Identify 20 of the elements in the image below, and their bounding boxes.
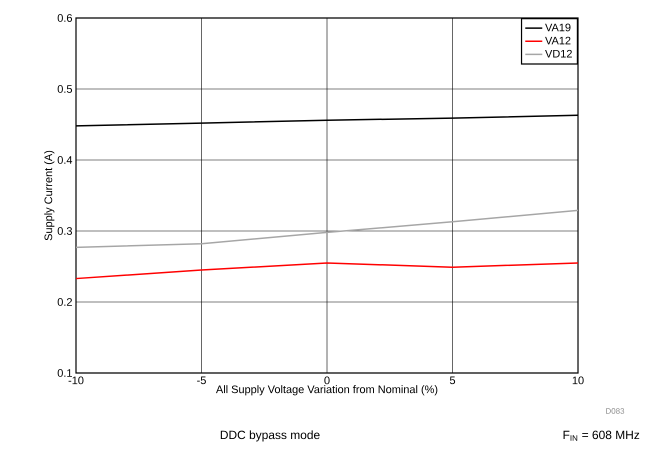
x-axis-title: All Supply Voltage Variation from Nominal (%) <box>216 385 438 396</box>
x-tick-label: -5 <box>197 376 206 384</box>
legend-label: VD12 <box>545 50 572 58</box>
text: F$_{IN}$ = 608 MHz <box>564 430 640 441</box>
y-tick-label: 0.3 <box>58 227 72 235</box>
y-tick-label: 0.2 <box>58 298 72 306</box>
legend-label: VA19 <box>545 24 570 32</box>
legend-label: VA12 <box>545 36 570 44</box>
x-tick-label: 5 <box>450 376 456 384</box>
x-tick-label: 10 <box>572 376 584 384</box>
line-series <box>76 262 578 280</box>
y-tick-label: 0.6 <box>58 14 72 22</box>
x-tick-label: 0 <box>324 376 330 384</box>
x-tick-label: -10 <box>68 376 84 384</box>
line-series <box>76 210 578 248</box>
y-tick-label: 0.5 <box>58 85 72 93</box>
y-axis-title: Supply Current (A) <box>44 150 54 240</box>
text: DDC bypass mode <box>220 430 320 442</box>
y-tick-label: 0.4 <box>58 156 72 164</box>
y-tick-label: 0.1 <box>58 369 72 377</box>
